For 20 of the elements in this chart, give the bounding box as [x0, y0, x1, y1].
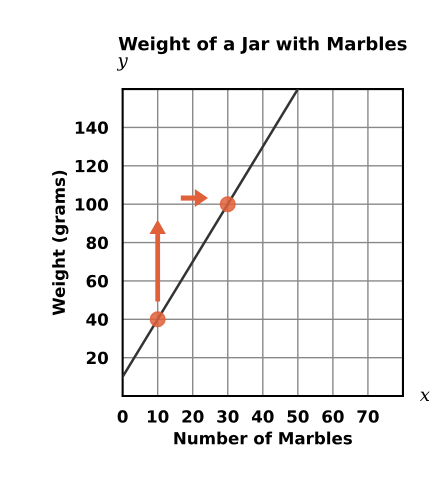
y-tick-label: 120	[76, 160, 108, 172]
y-tick-label: 20	[86, 352, 108, 364]
y-tick-label: 100	[76, 198, 108, 211]
x-axis-title: Number of Marbles	[174, 432, 352, 444]
x-tick-label: 60	[322, 410, 344, 423]
y-tick-label: 40	[86, 313, 108, 326]
text: y	[116, 57, 128, 71]
y-tick-label: 80	[86, 236, 108, 250]
x-tick-label: 50	[288, 410, 309, 423]
x-tick-label: 0	[118, 410, 128, 423]
x-tick-label: 40	[252, 410, 274, 423]
x-tick-label: 70	[357, 410, 379, 423]
y-tick-label: 60	[86, 274, 108, 288]
text: x	[420, 392, 430, 401]
x-tick-label: 20	[182, 410, 204, 423]
chart-title: Weight of a Jar with Marbles	[118, 36, 407, 54]
y-tick-label: 140	[76, 121, 108, 134]
x-tick-label: 30	[217, 410, 239, 423]
y-axis-title: Weight (grams)	[52, 170, 68, 316]
x-tick-label: 10	[148, 410, 168, 423]
